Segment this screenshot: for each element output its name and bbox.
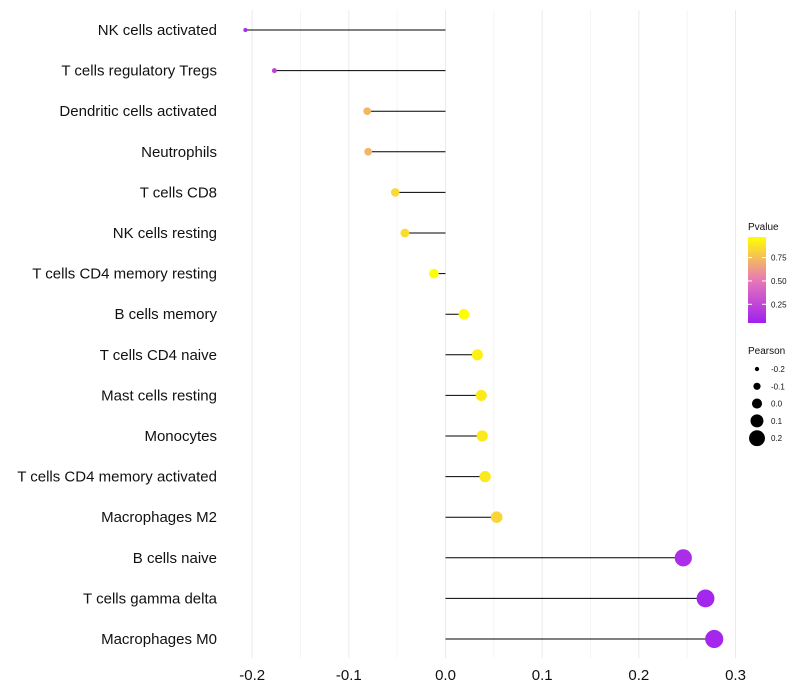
size-key-label: 0.2 <box>771 434 783 443</box>
category-labels: NK cells activated T cells regulatory Tre… <box>17 22 217 648</box>
data-point <box>471 349 483 361</box>
size-key-dot <box>751 398 763 409</box>
size-key-label: -0.1 <box>771 382 785 391</box>
x-tick-label: 0.1 <box>532 667 553 684</box>
category-label: T cells gamma delta <box>83 590 218 607</box>
pvalue-colorbar <box>748 237 766 323</box>
category-label: Macrophages M2 <box>101 509 217 526</box>
data-point <box>243 27 248 33</box>
data-point <box>674 549 692 567</box>
data-point <box>400 228 410 238</box>
colorbar-tick-label: 0.75 <box>771 254 787 263</box>
data-point <box>696 589 715 608</box>
x-tick-label: 0.2 <box>628 667 649 684</box>
category-label: T cells CD4 memory resting <box>32 266 217 283</box>
data-point <box>479 470 491 483</box>
data-point <box>490 511 503 524</box>
category-label: NK cells resting <box>113 225 217 242</box>
data-point <box>458 308 470 320</box>
pearson-legend-keys: -0.2 -0.1 0.0 0.1 0.2 <box>749 365 785 447</box>
x-tick-label: 0.0 <box>435 667 456 684</box>
data-point <box>475 389 487 401</box>
category-label: T cells CD4 memory activated <box>17 469 217 486</box>
data-point <box>363 107 372 116</box>
pearson-legend-title: Pearson <box>748 346 785 357</box>
size-key-dot <box>753 382 761 390</box>
category-label: T cells regulatory Tregs <box>61 63 217 80</box>
x-tick-label: 0.3 <box>725 667 746 684</box>
lollipop-stems <box>245 29 715 640</box>
size-key-dot <box>754 366 760 372</box>
category-label: Dendritic cells activated <box>59 103 217 120</box>
data-point <box>476 430 488 442</box>
data-point <box>390 188 400 197</box>
data-point <box>705 629 724 649</box>
x-axis-ticks: -0.2 -0.1 0.0 0.1 0.2 0.3 <box>239 667 746 684</box>
category-label: Monocytes <box>144 428 217 445</box>
size-key-dot <box>750 414 764 428</box>
data-point <box>364 147 373 156</box>
category-label: T cells CD8 <box>140 184 217 201</box>
size-key-dot <box>749 430 765 447</box>
category-label: T cells CD4 naive <box>100 347 217 364</box>
pvalue-legend-title: Pvalue <box>748 222 779 233</box>
category-label: NK cells activated <box>98 22 217 39</box>
x-tick-label: -0.1 <box>336 667 362 684</box>
category-label: Macrophages M0 <box>101 631 217 648</box>
category-label: Neutrophils <box>141 144 217 161</box>
category-label: Mast cells resting <box>101 387 217 404</box>
data-point <box>271 68 277 74</box>
category-label: B cells memory <box>114 306 217 323</box>
colorbar-tick-label: 0.25 <box>771 300 787 309</box>
category-label: B cells naive <box>133 550 217 567</box>
data-point <box>429 268 439 279</box>
x-tick-label: -0.2 <box>239 667 265 684</box>
grid-lines <box>251 10 736 658</box>
lollipop-points <box>243 27 724 649</box>
size-key-label: -0.2 <box>771 365 785 374</box>
colorbar-tick-label: 0.50 <box>771 277 787 286</box>
legend: Pvalue 0.75 0.50 0.25 Pearson -0.2 -0.1 0.0 0… <box>748 222 787 447</box>
size-key-label: 0.0 <box>771 400 783 409</box>
size-key-label: 0.1 <box>771 417 783 426</box>
pvalue-legend-ticks: 0.75 0.50 0.25 <box>748 254 787 309</box>
